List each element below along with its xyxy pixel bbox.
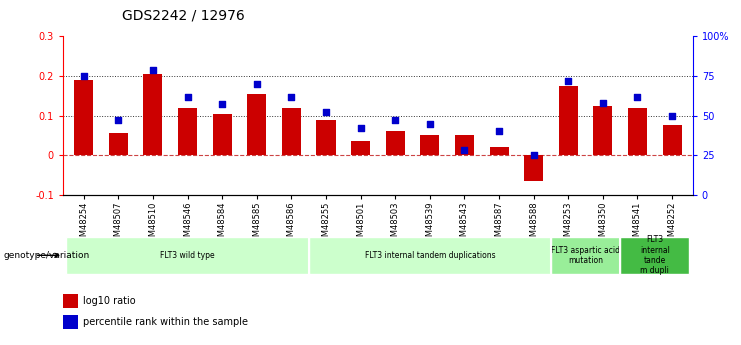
Point xyxy=(78,73,90,79)
Bar xyxy=(63,315,78,329)
Point xyxy=(182,94,193,99)
Text: FLT3 wild type: FLT3 wild type xyxy=(160,251,215,260)
Bar xyxy=(213,114,232,155)
Bar xyxy=(620,237,689,274)
Text: GDS2242 / 12976: GDS2242 / 12976 xyxy=(122,8,245,22)
Point xyxy=(562,78,574,83)
Bar xyxy=(63,294,78,308)
Text: log10 ratio: log10 ratio xyxy=(84,296,136,306)
Bar xyxy=(74,80,93,155)
Bar xyxy=(594,106,612,155)
Text: genotype/variation: genotype/variation xyxy=(4,251,90,260)
Bar xyxy=(351,141,370,155)
Bar xyxy=(144,74,162,155)
Point xyxy=(493,129,505,134)
Bar xyxy=(628,108,647,155)
Bar xyxy=(420,135,439,155)
Bar xyxy=(490,147,508,155)
Text: percentile rank within the sample: percentile rank within the sample xyxy=(84,317,248,327)
Bar xyxy=(662,126,682,155)
Text: FLT3 internal tandem duplications: FLT3 internal tandem duplications xyxy=(365,251,495,260)
Bar xyxy=(309,237,551,274)
Bar xyxy=(316,119,336,155)
Point xyxy=(597,100,609,106)
Point xyxy=(424,121,436,126)
Point xyxy=(251,81,263,87)
Point xyxy=(389,118,401,123)
Bar xyxy=(282,108,301,155)
Point xyxy=(113,118,124,123)
Bar xyxy=(247,94,266,155)
Bar xyxy=(524,155,543,181)
Point xyxy=(216,102,228,107)
Bar xyxy=(178,108,197,155)
Bar xyxy=(455,135,474,155)
Point xyxy=(147,67,159,72)
Point xyxy=(459,148,471,153)
Point xyxy=(320,110,332,115)
Point xyxy=(631,94,643,99)
Bar xyxy=(67,237,309,274)
Bar xyxy=(109,134,128,155)
Text: FLT3 aspartic acid
mutation: FLT3 aspartic acid mutation xyxy=(551,246,620,265)
Point xyxy=(285,94,297,99)
Bar xyxy=(386,131,405,155)
Point xyxy=(355,126,367,131)
Text: FLT3
internal
tande
m dupli: FLT3 internal tande m dupli xyxy=(639,235,670,275)
Bar xyxy=(559,86,578,155)
Bar xyxy=(551,237,620,274)
Point xyxy=(666,113,678,118)
Point xyxy=(528,152,539,158)
